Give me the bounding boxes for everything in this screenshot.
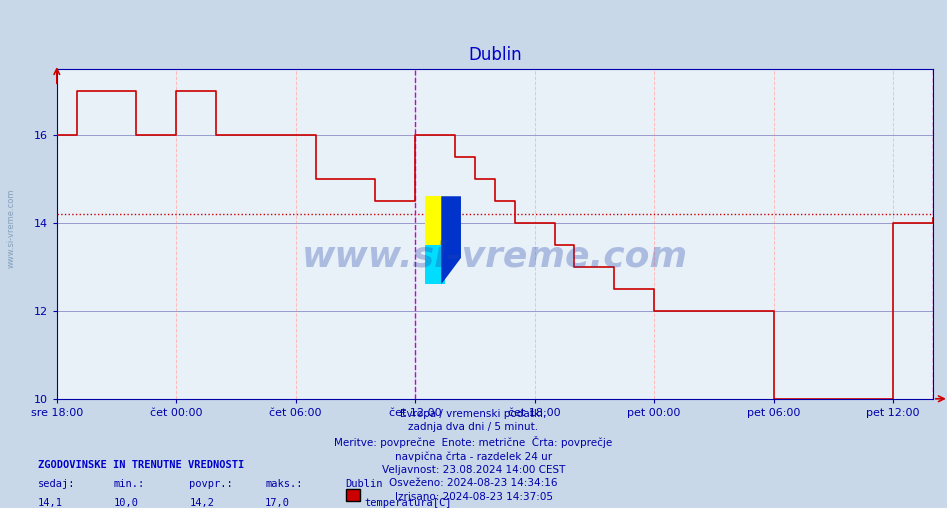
Polygon shape [425,245,445,284]
Text: www.si-vreme.com: www.si-vreme.com [7,189,16,268]
Text: min.:: min.: [114,479,145,489]
Polygon shape [441,196,461,284]
Text: www.si-vreme.com: www.si-vreme.com [302,240,688,274]
Text: 14,2: 14,2 [189,498,214,508]
Text: Evropa / vremenski podatki,
zadnja dva dni / 5 minut.
Meritve: povprečne  Enote:: Evropa / vremenski podatki, zadnja dva d… [334,409,613,501]
Text: 17,0: 17,0 [265,498,290,508]
Text: maks.:: maks.: [265,479,303,489]
Polygon shape [425,196,445,245]
Text: temperatura[C]: temperatura[C] [365,498,452,508]
Text: Dublin: Dublin [346,479,384,489]
Text: povpr.:: povpr.: [189,479,233,489]
Text: ZGODOVINSKE IN TRENUTNE VREDNOSTI: ZGODOVINSKE IN TRENUTNE VREDNOSTI [38,460,244,470]
Text: 10,0: 10,0 [114,498,138,508]
Text: 14,1: 14,1 [38,498,63,508]
Text: sedaj:: sedaj: [38,479,76,489]
Title: Dublin: Dublin [468,46,522,64]
